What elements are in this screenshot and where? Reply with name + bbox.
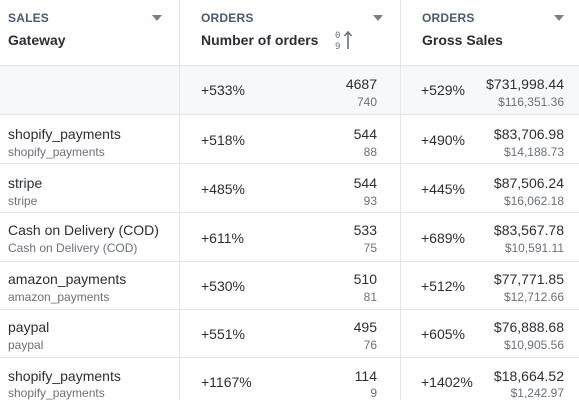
orders-current: 544	[353, 126, 377, 142]
sales-current: $77,771.85	[493, 271, 564, 287]
row-divider	[0, 212, 579, 213]
sales-previous: $14,188.73	[503, 145, 564, 159]
table-header: SALES Gateway ORDERS Number of orders 0 …	[0, 0, 579, 66]
sales-current: $18,664.52	[493, 368, 564, 384]
sales-current: $83,567.78	[493, 222, 564, 238]
orders-current: 495	[353, 319, 377, 335]
chevron-down-icon[interactable]	[554, 15, 564, 21]
sales-current: $76,888.68	[493, 319, 564, 335]
sales-change: +1402%	[421, 374, 473, 390]
row-divider	[0, 357, 579, 358]
gateway-sub: amazon_payments	[8, 290, 110, 304]
gateway-name: stripe	[8, 175, 43, 191]
orders-change: +518%	[201, 132, 245, 148]
orders-change: +551%	[201, 326, 245, 342]
sort-numeric-ascending-icon[interactable]: 0 9	[334, 28, 354, 52]
orders-previous: 75	[363, 241, 377, 255]
column-category: SALES	[8, 11, 50, 25]
orders-previous: 81	[363, 290, 377, 304]
sales-previous: $12,712.66	[503, 290, 564, 304]
orders-change: +533%	[201, 82, 245, 98]
sales-previous: $10,591.11	[504, 241, 564, 255]
column-header-gross-sales[interactable]: ORDERS Gross Sales	[400, 0, 579, 66]
column-divider	[179, 0, 180, 400]
column-category: ORDERS	[422, 11, 475, 25]
gateway-name: shopify_payments	[8, 368, 121, 384]
chevron-down-icon[interactable]	[373, 15, 383, 21]
sales-previous: $116,351.36	[498, 95, 564, 109]
row-divider	[0, 114, 579, 115]
sales-change: +512%	[421, 278, 465, 294]
orders-previous: 76	[363, 338, 377, 352]
gateway-name: paypal	[8, 319, 50, 335]
column-divider	[400, 0, 401, 400]
svg-text:9: 9	[335, 42, 340, 52]
table-row[interactable]: paypal paypal +551% 495 76 +605% $76,888…	[0, 309, 579, 358]
sales-change: +529%	[421, 82, 465, 98]
orders-current: 114	[354, 368, 377, 384]
table-row[interactable]: amazon_payments amazon_payments +530% 51…	[0, 261, 579, 310]
orders-current: 510	[353, 271, 377, 287]
sales-current: $87,506.24	[493, 175, 564, 191]
sales-change: +445%	[421, 181, 465, 197]
sales-previous: $1,242.97	[510, 386, 564, 400]
gateway-sub: Cash on Delivery (COD)	[8, 241, 138, 255]
row-divider	[0, 163, 579, 164]
gateway-sub: stripe	[8, 194, 38, 208]
gateway-sub: shopify_payments	[8, 145, 105, 159]
sales-current: $731,998.44	[486, 76, 564, 92]
orders-previous: 88	[363, 145, 377, 159]
gateway-name: amazon_payments	[8, 271, 127, 287]
sales-change: +605%	[421, 326, 465, 342]
gateway-name: shopify_payments	[8, 126, 121, 142]
column-category: ORDERS	[201, 11, 254, 25]
orders-previous: 93	[363, 194, 377, 208]
row-divider	[0, 65, 579, 66]
orders-previous: 740	[356, 95, 377, 109]
table-row[interactable]: shopify_payments shopify_payments +1167%…	[0, 357, 579, 400]
sales-previous: $10,905.56	[503, 338, 564, 352]
sales-previous: $16,062.18	[503, 194, 564, 208]
orders-change: +611%	[201, 230, 244, 246]
column-title: Gross Sales	[422, 32, 503, 48]
gateway-sub: paypal	[8, 338, 44, 352]
sales-current: $83,706.98	[493, 126, 564, 142]
gateway-sub: shopify_payments	[8, 386, 105, 400]
table-row[interactable]: Cash on Delivery (COD) Cash on Delivery …	[0, 212, 579, 261]
column-header-gateway[interactable]: SALES Gateway	[0, 0, 179, 66]
orders-current: 4687	[345, 76, 377, 92]
table-row[interactable]: stripe stripe +485% 544 93 +445% $87,506…	[0, 163, 579, 212]
totals-row: +533% 4687 740 +529% $731,998.44 $116,35…	[0, 66, 579, 114]
svg-text:0: 0	[335, 31, 340, 41]
row-divider	[0, 309, 579, 310]
orders-change: +1167%	[201, 374, 252, 390]
orders-change: +530%	[201, 278, 245, 294]
sales-change: +689%	[421, 230, 465, 246]
row-divider	[0, 261, 579, 262]
orders-previous: 9	[370, 386, 377, 400]
orders-current: 544	[353, 175, 377, 191]
gateway-name: Cash on Delivery (COD)	[8, 222, 159, 238]
column-header-number-of-orders[interactable]: ORDERS Number of orders 0 9	[179, 0, 400, 66]
column-title: Number of orders	[201, 32, 319, 48]
orders-change: +485%	[201, 181, 245, 197]
chevron-down-icon[interactable]	[152, 15, 162, 21]
column-title: Gateway	[8, 32, 66, 48]
sales-change: +490%	[421, 132, 465, 148]
orders-current: 533	[353, 222, 377, 238]
table-row[interactable]: shopify_payments shopify_payments +518% …	[0, 114, 579, 163]
